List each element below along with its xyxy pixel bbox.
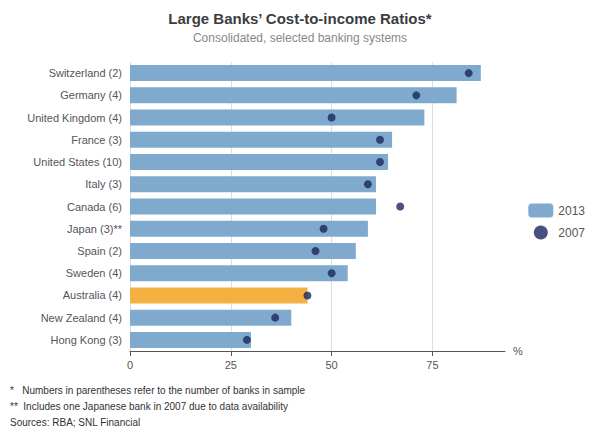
svg-text:Australia (4): Australia (4): [63, 289, 122, 301]
svg-text:Sweden (4): Sweden (4): [66, 267, 122, 279]
svg-text:France (3): France (3): [71, 134, 122, 146]
svg-text:Spain (2): Spain (2): [77, 245, 122, 257]
svg-text:** Includes one Japanese bank: ** Includes one Japanese bank in 2007 du…: [10, 401, 288, 412]
svg-text:New Zealand (4): New Zealand (4): [41, 312, 122, 324]
svg-text:2013: 2013: [558, 204, 585, 218]
svg-text:50: 50: [325, 359, 337, 371]
svg-text:%: %: [513, 345, 523, 357]
svg-text:Italy (3): Italy (3): [85, 178, 122, 190]
svg-text:Hong Kong (3): Hong Kong (3): [50, 334, 122, 346]
svg-text:* Numbers in parentheses ref: * Numbers in parentheses refer to the nu…: [10, 385, 306, 396]
svg-text:25: 25: [225, 359, 237, 371]
svg-text:Switzerland (2): Switzerland (2): [49, 67, 122, 79]
svg-text:United States (10): United States (10): [33, 156, 122, 168]
svg-text:Japan (3)**: Japan (3)**: [67, 223, 123, 235]
svg-text:Large Banks’ Cost-to-income Ra: Large Banks’ Cost-to-income Ratios*: [168, 10, 432, 27]
svg-text:0: 0: [127, 359, 133, 371]
svg-text:Canada (6): Canada (6): [67, 201, 122, 213]
svg-text:Germany (4): Germany (4): [60, 89, 122, 101]
svg-text:Consolidated, selected banking: Consolidated, selected banking systems: [193, 31, 407, 45]
svg-text:75: 75: [426, 359, 438, 371]
svg-text:2007: 2007: [558, 226, 585, 240]
svg-text:Sources: RBA; SNL Financial: Sources: RBA; SNL Financial: [10, 417, 140, 428]
svg-text:United Kingdom (4): United Kingdom (4): [27, 112, 122, 124]
